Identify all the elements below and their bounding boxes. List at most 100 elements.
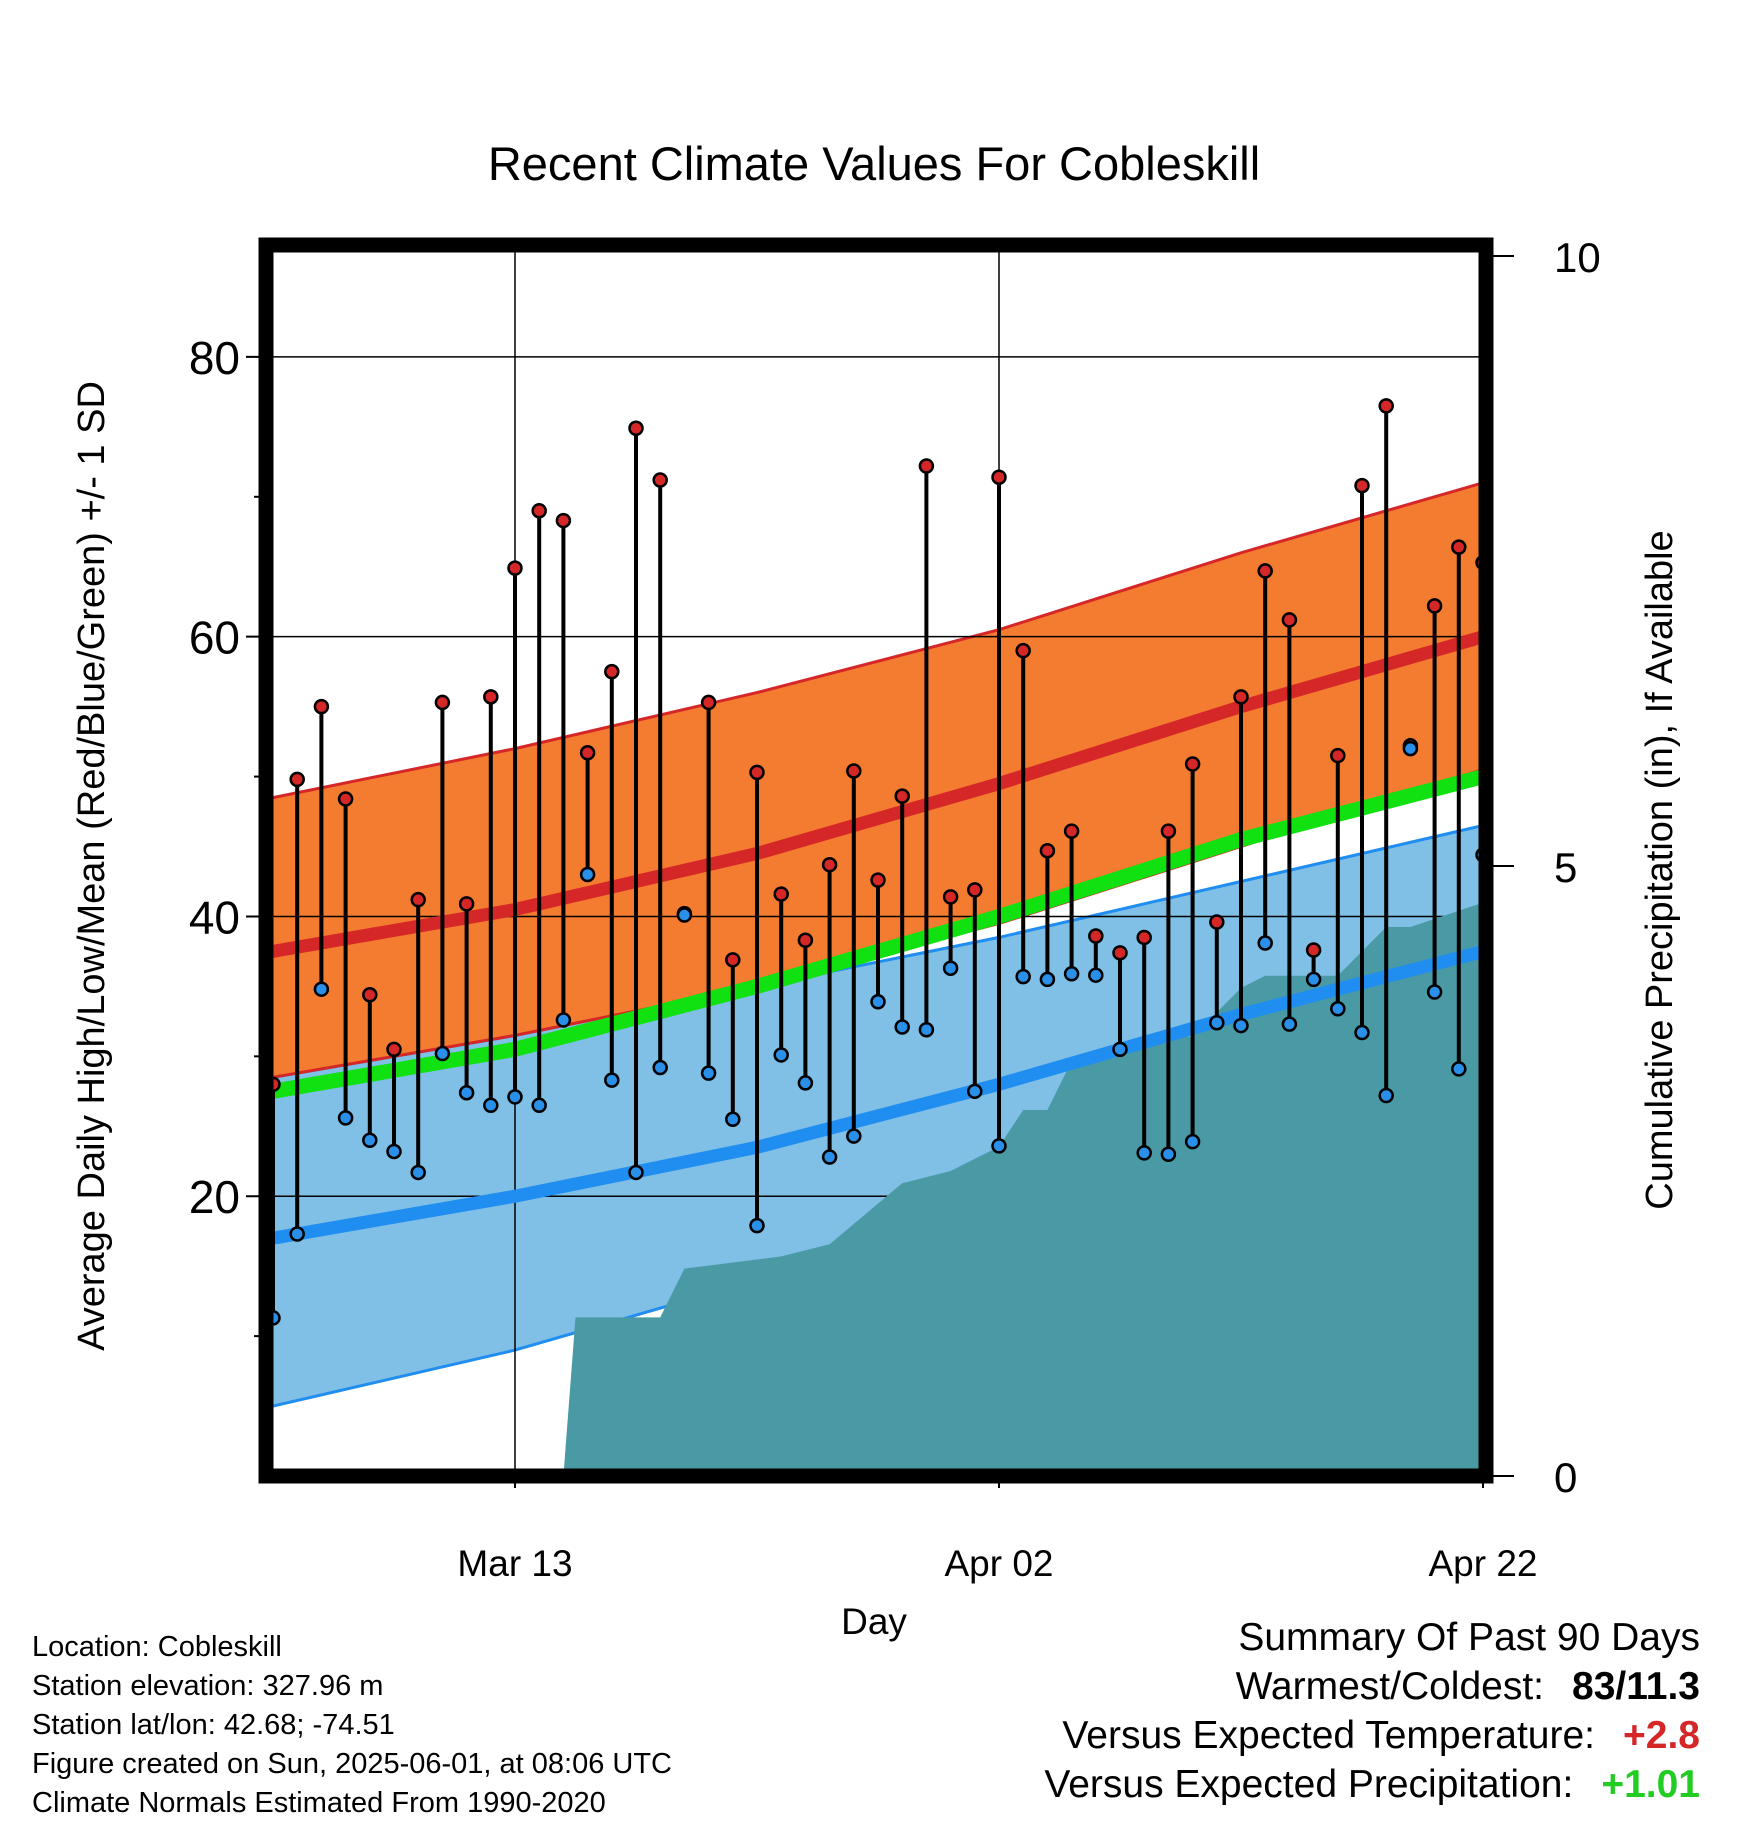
high-point	[652, 472, 668, 488]
low-point	[628, 1164, 644, 1181]
low-point	[1257, 935, 1273, 951]
high-point	[1501, 398, 1514, 411]
low-point	[1305, 971, 1322, 988]
temp-anomaly-label: Versus Expected Temperature:	[1062, 1714, 1595, 1757]
high-point	[337, 791, 354, 807]
low-point	[1112, 1041, 1128, 1058]
low-point	[458, 1084, 475, 1101]
high-point	[1378, 398, 1394, 414]
high-point	[1305, 942, 1322, 958]
y-tick-label: 80	[189, 332, 240, 384]
low-point	[1402, 740, 1419, 757]
high-point	[773, 886, 789, 902]
x-axis-label: Day	[841, 1601, 907, 1642]
precip-anomaly-value: +1.01	[1601, 1763, 1700, 1806]
low-point	[1330, 1001, 1346, 1017]
y2-tick-label: 0	[1554, 1454, 1577, 1501]
y-tick-label: 20	[189, 1171, 240, 1223]
y2-tick-label: 5	[1554, 844, 1577, 891]
low-point	[1426, 984, 1443, 1000]
plot-frame	[258, 237, 1494, 1484]
low-point	[1088, 967, 1104, 983]
low-point	[797, 1075, 814, 1091]
y-tick-label: 40	[189, 891, 240, 943]
high-point	[894, 788, 910, 804]
y2-tick-label: 10	[1554, 234, 1601, 281]
high-point	[1136, 929, 1152, 946]
x-tick-label: Apr 22	[1428, 1543, 1537, 1584]
high-point	[410, 891, 426, 908]
warm-cold-label: Warmest/Coldest:	[1235, 1665, 1545, 1708]
low-point	[1378, 1087, 1394, 1104]
low-point	[1354, 1024, 1370, 1041]
low-point	[604, 1072, 620, 1088]
low-point	[894, 1019, 910, 1035]
high-point	[918, 458, 935, 474]
low-point	[1549, 731, 1562, 744]
high-point	[1426, 598, 1443, 614]
high-point	[870, 872, 886, 888]
low-point	[1160, 1146, 1177, 1163]
low-point	[1184, 1133, 1201, 1150]
high-point	[507, 560, 523, 576]
low-point	[1136, 1145, 1152, 1161]
low-point	[749, 1217, 765, 1234]
elevation-text: Station elevation: 327.96 m	[32, 1670, 384, 1702]
low-point	[1622, 948, 1635, 961]
high-point	[1694, 408, 1707, 421]
high-point	[434, 694, 451, 711]
high-point	[700, 694, 717, 711]
x-tick-label: Apr 02	[944, 1543, 1053, 1584]
low-point	[531, 1097, 547, 1114]
low-point	[676, 907, 693, 923]
low-point	[507, 1089, 523, 1105]
warm-cold-value: 83/11.3	[1572, 1665, 1700, 1708]
high-point	[846, 763, 862, 779]
low-point	[483, 1097, 499, 1114]
low-point	[362, 1132, 378, 1149]
low-point	[870, 994, 886, 1010]
high-sd-band	[273, 482, 1486, 1078]
low-point	[700, 1065, 717, 1081]
low-point	[991, 1138, 1007, 1154]
high-point	[1573, 713, 1586, 726]
high-point	[1088, 928, 1104, 944]
high-point	[483, 689, 499, 705]
low-point	[1015, 968, 1031, 985]
high-point	[1233, 689, 1249, 705]
high-point	[555, 512, 572, 529]
location-text: Location: Cobleskill	[32, 1631, 282, 1663]
low-point	[313, 981, 330, 997]
high-point	[531, 503, 547, 519]
high-point	[1209, 914, 1225, 930]
low-point	[942, 960, 959, 976]
low-point	[337, 1110, 354, 1126]
normals-text: Climate Normals Estimated From 1990-2020	[32, 1787, 606, 1819]
low-point	[725, 1111, 741, 1128]
created-text: Figure created on Sun, 2025-06-01, at 08…	[32, 1748, 672, 1780]
high-point	[1039, 842, 1056, 859]
low-point	[652, 1059, 668, 1076]
high-point	[1184, 756, 1201, 772]
low-point	[1039, 971, 1056, 988]
high-point	[1743, 681, 1748, 694]
high-point	[1063, 823, 1080, 839]
y-tick-label: 60	[189, 612, 240, 664]
chart-title: Recent Climate Values For Cobleskill	[488, 137, 1260, 190]
low-point	[773, 1047, 789, 1063]
precip-anomaly-label: Versus Expected Precipitation:	[1044, 1763, 1574, 1806]
high-point	[362, 987, 378, 1003]
high-point	[1598, 471, 1611, 484]
low-point	[1451, 1061, 1467, 1077]
x-tick-label: Mar 13	[457, 1543, 572, 1584]
high-point	[313, 698, 330, 715]
low-point	[1281, 1016, 1298, 1032]
low-point	[967, 1083, 983, 1100]
high-point	[942, 889, 959, 905]
low-point	[386, 1143, 402, 1160]
low-point	[555, 1012, 572, 1028]
high-point	[725, 952, 741, 968]
high-point	[1112, 945, 1128, 961]
